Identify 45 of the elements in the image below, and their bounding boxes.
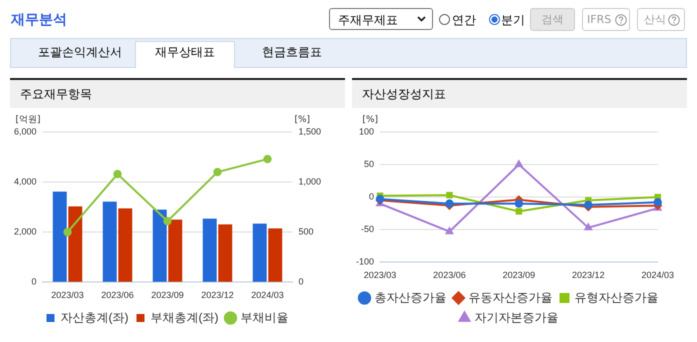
y-tick-label: 6,000 (14, 126, 37, 136)
y-axis-title: [%] (362, 114, 378, 125)
text: 포괄손익계산서 (38, 44, 122, 61)
legend-label: 자기자본증가율 (474, 310, 558, 324)
y2-axis-title: [%] (294, 114, 310, 125)
y2-tick-label: 1,500 (298, 126, 322, 136)
y2-tick-label: 500 (298, 226, 314, 237)
x-tick-label: 2023/06 (101, 290, 134, 300)
text: 재무상태표 (155, 44, 215, 61)
x-tick-label: 2023/06 (433, 270, 466, 280)
legend-label: 부채비율 (240, 310, 288, 324)
y-tick-label: 2,000 (14, 226, 37, 237)
text: IFRS (582, 8, 630, 31)
legend-label: 유동자산증가율 (468, 290, 552, 304)
x-tick-label: 2023/03 (51, 290, 84, 300)
legend-label: 유형자산증가율 (574, 290, 658, 304)
text: 재무분석 (11, 11, 67, 29)
text: 분기 (501, 12, 525, 29)
legend-label: 자산총계(좌) (60, 310, 129, 324)
legend-label: 부채총계(좌) (150, 310, 218, 324)
y-axis-title: [억원] (15, 114, 41, 125)
y-tick-label: 4,000 (14, 176, 37, 187)
legend-label: 총자산증가율 (374, 290, 446, 304)
chart-title: 주요재무항목 (20, 87, 92, 101)
text: 연간 (452, 12, 476, 29)
y2-tick-label: 0 (298, 276, 304, 287)
x-tick-label: 2023/09 (502, 270, 536, 280)
y-tick-label: 0 (32, 276, 37, 287)
x-tick-label: 2023/12 (201, 290, 234, 300)
y2-tick-label: 1,000 (298, 176, 322, 187)
x-tick-label: 2024/03 (251, 290, 284, 300)
y-tick-label: -100 (356, 256, 374, 267)
x-tick-label: 2023/09 (151, 290, 184, 300)
chart-title: 자산성장성지표 (362, 87, 446, 101)
y-tick-label: 0 (369, 192, 374, 202)
y-tick-label: 50 (364, 159, 374, 170)
x-tick-label: 2023/12 (572, 270, 605, 280)
text: 현금흐름표 (262, 44, 322, 61)
text: 산식 (637, 8, 685, 31)
text: 주재무제표 (329, 8, 433, 30)
y-tick-label: -50 (361, 224, 374, 234)
y-tick-label: 100 (358, 126, 374, 136)
text: 검색 (530, 8, 575, 31)
x-tick-label: 2023/03 (364, 270, 396, 280)
x-tick-label: 2024/03 (641, 270, 674, 280)
